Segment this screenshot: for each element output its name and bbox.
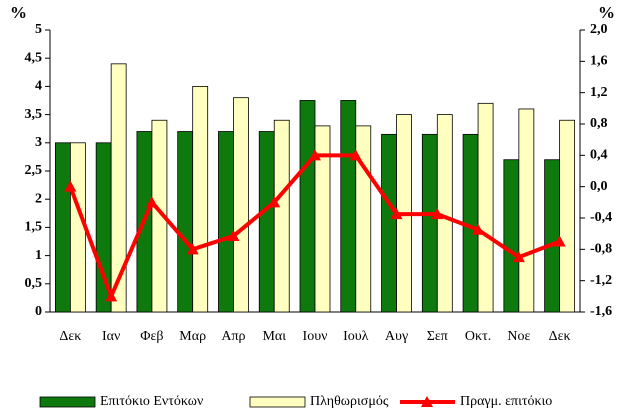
- y-tick-label: 0: [35, 304, 42, 319]
- legend-swatch: [39, 396, 96, 408]
- x-tick-label: Μαρ: [179, 329, 206, 344]
- marker: [64, 180, 77, 192]
- y2-tick-label: 0,0: [590, 179, 608, 194]
- x-tick-label: Μαι: [262, 329, 286, 344]
- bar: [218, 131, 234, 313]
- legend-label: Πραγμ. επιτόκιο: [460, 394, 552, 409]
- y2-tick-label: 1,2: [590, 85, 608, 100]
- marker: [227, 230, 240, 242]
- legend-label: Πληθωρισμός: [310, 394, 389, 409]
- y2-tick-label: -1,6: [590, 304, 612, 319]
- y2-tick-label: -0,4: [590, 210, 612, 225]
- x-tick-label: Νοε: [507, 329, 530, 344]
- marker: [553, 235, 566, 247]
- bar: [151, 119, 168, 313]
- bar: [518, 108, 535, 313]
- x-tick-label: Ιουν: [303, 329, 328, 344]
- x-tick-label: Αυγ: [385, 329, 408, 344]
- y-tick-label: 0,5: [25, 276, 43, 291]
- bar: [477, 102, 494, 313]
- y-tick-label: 5: [35, 22, 42, 37]
- marker: [268, 196, 281, 208]
- bar: [559, 119, 576, 313]
- y-tick-label: 4: [35, 79, 42, 94]
- x-tick-label: Ιουλ: [343, 329, 369, 344]
- legend-label: Επιτόκιο Εντόκων: [100, 394, 203, 409]
- bar: [192, 86, 209, 313]
- x-tick-label: Δεκ: [59, 329, 81, 344]
- x-tick-label: Απρ: [221, 329, 245, 344]
- marker: [349, 149, 362, 161]
- bar: [110, 63, 127, 313]
- marker: [472, 223, 485, 235]
- y-tick-label: 3,5: [25, 107, 43, 122]
- x-tick-label: Σεπ: [427, 329, 448, 344]
- y2-tick-label: -1,2: [590, 273, 612, 288]
- x-tick-label: Ιαν: [102, 329, 120, 344]
- y-tick-label: 3: [35, 135, 42, 150]
- bar: [177, 131, 194, 313]
- bar: [340, 100, 357, 313]
- y-tick-label: 4,5: [25, 50, 43, 65]
- y2-axis-label: %: [598, 3, 615, 22]
- marker: [309, 149, 321, 161]
- x-tick-label: Οκτ.: [465, 329, 491, 344]
- y-tick-label: 2: [35, 191, 42, 206]
- bar: [69, 142, 86, 313]
- bar: [258, 131, 275, 313]
- y-axis-label: %: [10, 3, 27, 22]
- x-tick-label: Φεβ: [140, 329, 163, 344]
- marker: [512, 251, 525, 263]
- y2-tick-label: 0,8: [590, 116, 608, 131]
- y-tick-label: 2,5: [25, 163, 43, 178]
- y-tick-label: 1: [35, 248, 42, 263]
- y2-tick-label: 0,4: [590, 148, 608, 163]
- bar: [314, 125, 331, 313]
- marker: [105, 290, 118, 302]
- x-tick-label: Δεκ: [549, 329, 571, 344]
- bar: [421, 133, 438, 313]
- marker: [431, 208, 444, 220]
- marker: [145, 196, 158, 208]
- legend-marker: [421, 396, 433, 407]
- y2-tick-label: 1,6: [590, 54, 608, 69]
- marker: [390, 208, 403, 220]
- bar: [273, 119, 290, 313]
- y2-tick-label: -0,8: [590, 242, 612, 257]
- bar: [544, 159, 561, 313]
- bar: [54, 142, 71, 313]
- marker: [186, 243, 199, 255]
- bar: [299, 100, 316, 313]
- legend-swatch: [249, 396, 306, 408]
- bar: [233, 97, 249, 313]
- y2-tick-label: 2,0: [590, 22, 608, 37]
- bar: [381, 133, 397, 313]
- bar: [503, 159, 520, 313]
- y-tick-label: 1,5: [25, 220, 43, 235]
